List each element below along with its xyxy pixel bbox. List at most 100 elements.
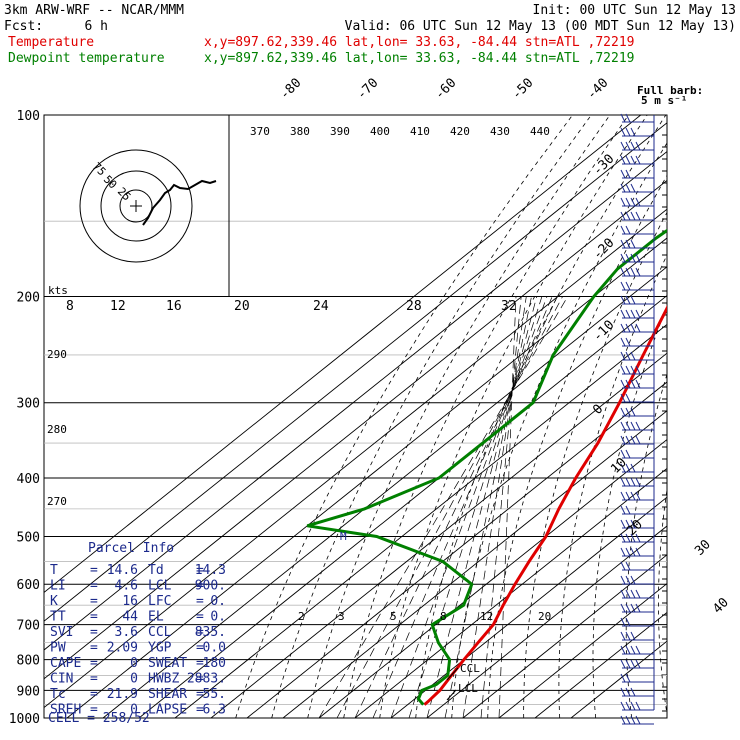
parcel-field: SWEAT xyxy=(148,656,187,671)
isotherm xyxy=(174,323,667,718)
isotherm xyxy=(534,611,667,718)
dry-adiabat xyxy=(558,254,667,718)
parcel-field: K xyxy=(50,594,58,609)
ccl-marker: CCL xyxy=(460,662,480,675)
potential-temp-label: 400 xyxy=(370,125,390,138)
wind-barb xyxy=(620,659,654,669)
parcel-info-row: PW = 2.09 YGP =0.0 xyxy=(50,641,226,656)
isotherm xyxy=(318,439,667,718)
wind-barb xyxy=(620,645,654,655)
pressure-tick-label: 600 xyxy=(17,578,40,593)
dry-adiabat xyxy=(343,115,629,718)
dry-adiabat xyxy=(625,373,667,718)
isotherm xyxy=(44,115,642,593)
parcel-field: SVI xyxy=(50,625,73,640)
moist-adiabat xyxy=(318,296,569,718)
parcel-field: 835. xyxy=(195,625,226,640)
potential-temp-label: 390 xyxy=(330,125,350,138)
theta-e-label: 290 xyxy=(47,348,67,361)
isotherm-label: -40 xyxy=(584,76,611,103)
dry-adiabat xyxy=(690,115,740,718)
parcel-field: CAPE xyxy=(50,656,81,671)
wind-barb xyxy=(620,281,654,291)
dry-adiabat xyxy=(658,487,667,717)
mixing-ratio-label: 8 xyxy=(66,299,74,314)
dry-adiabat xyxy=(592,305,667,718)
pressure-tick-label: 100 xyxy=(17,109,40,124)
mixing-ratio-label: 24 xyxy=(313,299,329,314)
mixing-ratio-label: 32 xyxy=(501,299,517,314)
barb-note: Full barb: xyxy=(637,84,703,97)
parcel-info-row: CIN = 0 HWBZ =2883. xyxy=(50,672,226,687)
wind-barb xyxy=(620,715,654,725)
wind-barb xyxy=(620,113,654,123)
mixing-ratio-label: 12 xyxy=(480,610,493,623)
isotherm xyxy=(210,352,667,718)
wind-barb xyxy=(620,603,654,613)
isotherm xyxy=(246,381,667,718)
parcel-field: = xyxy=(196,594,204,609)
dry-adiabat xyxy=(487,174,667,718)
isotherm xyxy=(44,122,667,622)
parcel-field: = xyxy=(90,563,98,578)
moist-adiabat xyxy=(480,296,522,718)
wind-barb xyxy=(620,365,654,375)
lcl-marker: LCL xyxy=(458,682,478,695)
isotherm-label: -30 xyxy=(590,152,617,179)
mixing-ratio-label: 20 xyxy=(538,610,551,623)
hodograph-trace xyxy=(142,179,217,226)
wind-barb xyxy=(620,239,654,249)
parcel-field: 4.6 xyxy=(115,579,138,594)
parcel-field: = xyxy=(90,672,98,687)
pressure-tick-label: 200 xyxy=(17,291,40,306)
parcel-field: YGP xyxy=(148,641,172,656)
wind-barb xyxy=(620,211,654,221)
moist-adiabat xyxy=(444,296,532,718)
wind-barb xyxy=(620,393,654,403)
parcel-field: 2.09 xyxy=(107,641,138,656)
parcel-field: = xyxy=(196,563,204,578)
wind-barb xyxy=(620,169,654,179)
parcel-info-row: Tc = 21.9 SHEAR =55. xyxy=(50,687,226,702)
parcel-field: = xyxy=(90,625,98,640)
wind-barb xyxy=(620,575,654,585)
forecast-label: Fcst: xyxy=(4,19,43,34)
parcel-field: 14.3 xyxy=(195,563,226,578)
moist-adiabat xyxy=(498,296,517,718)
wind-barb xyxy=(620,687,654,697)
parcel-field: 900. xyxy=(195,579,226,594)
parcel-field: HWBZ xyxy=(148,672,179,687)
parcel-field: LAPSE xyxy=(148,703,187,718)
parcel-field: = xyxy=(196,703,204,718)
mixing-ratio-label: 3 xyxy=(338,610,345,623)
parcel-field: = xyxy=(90,579,98,594)
wind-barb xyxy=(620,477,654,487)
hodograph-ring-25 xyxy=(119,189,153,223)
parcel-field: = xyxy=(196,656,204,671)
parcel-field: = xyxy=(196,610,204,625)
isotherm xyxy=(426,525,667,718)
wind-barb xyxy=(620,407,654,417)
mixing-ratio-label: 16 xyxy=(166,299,182,314)
parcel-field: CCL xyxy=(148,625,172,640)
temperature-legend: Temperature xyxy=(8,35,94,50)
isotherm xyxy=(462,554,667,718)
potential-temp-label: 380 xyxy=(290,125,310,138)
wind-barb xyxy=(620,183,654,193)
isotherm-label: 40 xyxy=(710,595,732,617)
dewpoint-legend: Dewpoint temperature xyxy=(8,51,165,66)
wind-barb xyxy=(620,533,654,543)
parcel-field: EL xyxy=(148,610,164,625)
parcel-info-row: TT = 44 EL = 0. xyxy=(50,610,226,625)
dry-adiabat xyxy=(720,115,740,718)
parcel-field: CIN xyxy=(50,672,73,687)
parcel-field: 0 xyxy=(130,656,138,671)
parcel-info-row: T = 14.6 Td =14.3 xyxy=(50,563,226,578)
pressure-tick-label: 700 xyxy=(17,619,40,634)
parcel-info-row: CAPE = 0 SWEAT =180 xyxy=(50,656,226,671)
parcel-field: LI xyxy=(50,579,66,594)
mixing-ratio-label: 28 xyxy=(406,299,422,314)
dry-adiabat xyxy=(307,115,611,718)
parcel-info-row: SVI = 3.6 CCL =835. xyxy=(50,625,226,640)
